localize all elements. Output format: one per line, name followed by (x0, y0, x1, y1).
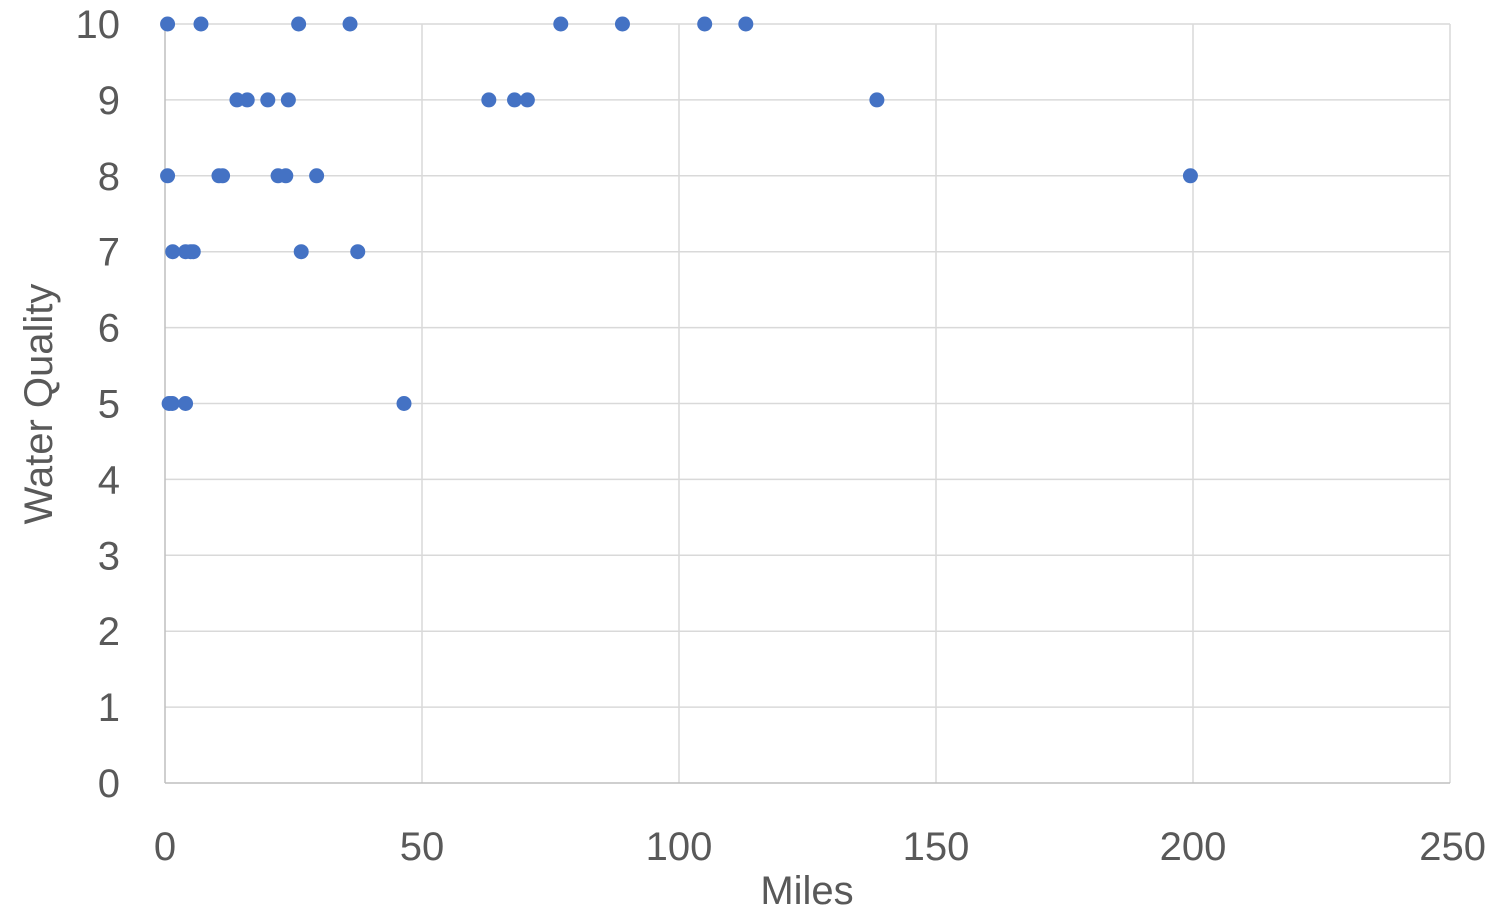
data-point (229, 92, 245, 108)
data-point (178, 396, 194, 411)
data-point (165, 244, 181, 260)
x-tick-label: 200 (1160, 825, 1227, 869)
data-point (291, 16, 307, 32)
data-points (160, 16, 1198, 411)
data-point (185, 244, 201, 260)
data-point (260, 92, 276, 108)
data-point (164, 396, 180, 411)
y-tick-label: 2 (98, 610, 120, 654)
data-point (280, 92, 296, 108)
data-point (738, 16, 754, 32)
data-point (309, 168, 325, 184)
y-tick-label: 5 (98, 383, 120, 427)
y-tick-label: 8 (98, 155, 120, 199)
data-point (697, 16, 713, 32)
y-tick-label: 4 (98, 458, 120, 502)
data-point (1182, 168, 1198, 184)
data-point (869, 92, 885, 108)
data-point (160, 168, 176, 184)
y-tick-label: 1 (98, 686, 120, 730)
data-point (239, 92, 255, 108)
data-point (614, 16, 630, 32)
y-tick-label: 0 (98, 762, 120, 806)
x-tick-label: 250 (1419, 825, 1486, 869)
x-tick-label: 150 (903, 825, 970, 869)
gridlines (165, 23, 1451, 783)
data-point (215, 168, 231, 184)
data-point (160, 16, 176, 32)
y-tick-label: 10 (76, 3, 121, 47)
data-point (342, 16, 358, 32)
x-axis-title: Miles (760, 869, 853, 913)
x-tick-label: 50 (400, 825, 445, 869)
data-point (193, 16, 209, 32)
data-point (396, 396, 412, 411)
data-point (481, 92, 497, 108)
data-point (519, 92, 535, 108)
data-point (293, 244, 309, 260)
y-axis-title: Water Quality (17, 284, 61, 525)
y-tick-label: 6 (98, 307, 120, 351)
y-tick-label: 9 (98, 79, 120, 123)
x-tick-label: 0 (154, 825, 176, 869)
data-point (507, 92, 523, 108)
data-point (553, 16, 569, 32)
data-point (278, 168, 294, 184)
y-tick-label: 3 (98, 534, 120, 578)
y-tick-label: 7 (98, 231, 120, 275)
x-tick-label: 100 (646, 825, 713, 869)
data-point (350, 244, 366, 260)
